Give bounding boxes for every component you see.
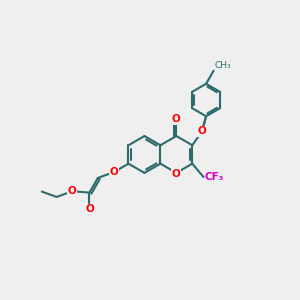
- Text: O: O: [172, 114, 181, 124]
- Text: O: O: [68, 186, 76, 196]
- Text: O: O: [172, 169, 181, 179]
- Text: CH₃: CH₃: [214, 61, 231, 70]
- Text: O: O: [198, 126, 206, 136]
- Text: CF₃: CF₃: [205, 172, 224, 182]
- Text: O: O: [85, 204, 94, 214]
- Text: O: O: [110, 167, 118, 177]
